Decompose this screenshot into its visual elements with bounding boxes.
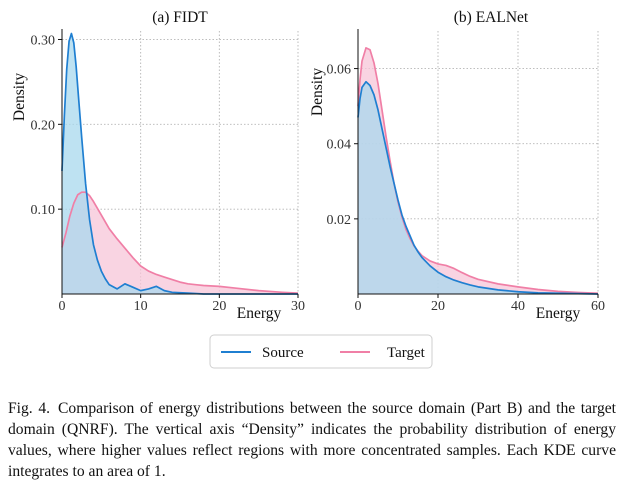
- fidt-area-target: [62, 192, 298, 294]
- caption-label: Fig. 4.: [8, 400, 51, 417]
- fidt-xtick-label-2: 20: [212, 299, 226, 314]
- chart-panel-fidt: 0 10 20 30 0.10 0.20 0.30 (a) FIDT Energy Density: [11, 9, 305, 322]
- ealnet-x-axis-label: Energy: [536, 305, 581, 322]
- ealnet-xtick-label-0: 0: [355, 299, 362, 314]
- fidt-x-axis-label: Energy: [237, 305, 282, 322]
- ealnet-area-source: [358, 81, 598, 294]
- fidt-chart-title: (a) FIDT: [152, 9, 208, 26]
- fidt-ytick-label-0: 0.10: [31, 203, 56, 218]
- ealnet-ytick-label-1: 0.04: [327, 138, 352, 153]
- legend-frame: [209, 334, 433, 369]
- figure-caption: Fig. 4. Comparison of energy distribution…: [8, 398, 616, 482]
- fidt-line-target: [61, 191, 299, 294]
- fidt-xtick-label-0: 0: [59, 299, 66, 314]
- fidt-area-source: [62, 33, 298, 295]
- ealnet-xtick-label-1: 20: [431, 299, 445, 314]
- ealnet-ytick-label-2: 0.06: [327, 63, 352, 78]
- ealnet-ytick-label-0: 0.02: [327, 213, 352, 228]
- legend: Source Target: [209, 334, 433, 369]
- fidt-xtick-label-3: 30: [291, 299, 305, 314]
- legend-label-source: Source: [262, 345, 304, 361]
- ealnet-xtick-label-2: 40: [511, 299, 525, 314]
- fidt-xtick-label-1: 10: [134, 299, 148, 314]
- caption-text: Comparison of energy distributions betwe…: [8, 400, 616, 480]
- ealnet-line-source: [357, 80, 599, 295]
- ealnet-chart-title: (b) EALNet: [454, 9, 529, 26]
- fidt-ytick-label-1: 0.20: [31, 118, 56, 133]
- ealnet-y-axis-label: Density: [309, 68, 326, 116]
- chart-panel-ealnet: 0 20 40 60 0.02 0.04 0.06 (b) EALNet Energy Densi…: [309, 9, 605, 322]
- legend-label-target: Target: [387, 345, 426, 361]
- fidt-y-axis-label: Density: [11, 73, 28, 121]
- fidt-ytick-label-2: 0.30: [31, 33, 56, 48]
- ealnet-xtick-label-3: 60: [591, 299, 605, 314]
